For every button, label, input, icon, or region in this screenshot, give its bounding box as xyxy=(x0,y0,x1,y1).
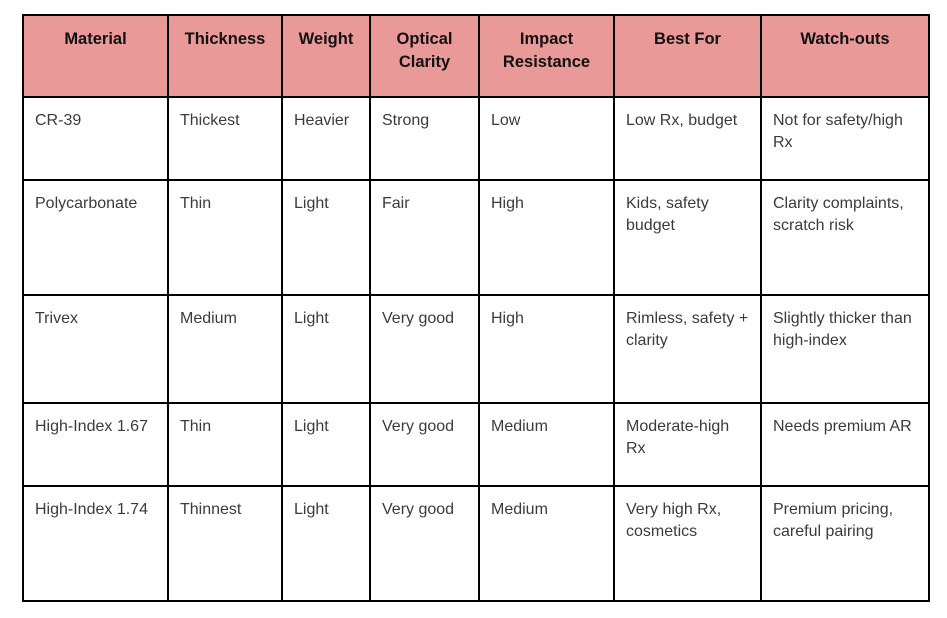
column-header-watch-outs: Watch-outs xyxy=(760,14,930,98)
table-cell: Not for safety/high Rx xyxy=(760,96,930,181)
column-header-material: Material xyxy=(22,14,169,98)
table-cell: High xyxy=(478,179,615,296)
table-cell: Rimless, safety + clarity xyxy=(613,294,762,404)
table-row-polycarbonate: Polycarbonate Thin Light Fair High Kids,… xyxy=(22,179,930,296)
table-cell: CR-39 xyxy=(22,96,169,181)
table-cell: Premium pricing, careful pairing xyxy=(760,485,930,602)
table-cell: High-Index 1.74 xyxy=(22,485,169,602)
table-cell: Medium xyxy=(478,402,615,487)
table-cell: Very good xyxy=(369,294,480,404)
table-cell: Very good xyxy=(369,402,480,487)
table-cell: Low Rx, budget xyxy=(613,96,762,181)
table-cell: Needs premium AR xyxy=(760,402,930,487)
table-cell: Medium xyxy=(478,485,615,602)
table-cell: Heavier xyxy=(281,96,371,181)
lens-material-comparison-table: Material Thickness Weight Optical Clarit… xyxy=(22,14,930,602)
table-cell: High-Index 1.67 xyxy=(22,402,169,487)
table-cell: Thin xyxy=(167,402,283,487)
table-cell: Very high Rx, cosmetics xyxy=(613,485,762,602)
table-cell: Kids, safety budget xyxy=(613,179,762,296)
table-cell: Clarity complaints, scratch risk xyxy=(760,179,930,296)
table-cell: Low xyxy=(478,96,615,181)
table-cell: High xyxy=(478,294,615,404)
table-cell: Thickest xyxy=(167,96,283,181)
table-cell: Light xyxy=(281,179,371,296)
table-cell: Light xyxy=(281,294,371,404)
column-header-impact-resistance: Impact Resistance xyxy=(478,14,615,98)
table-cell: Trivex xyxy=(22,294,169,404)
table-cell: Light xyxy=(281,402,371,487)
table-cell: Strong xyxy=(369,96,480,181)
table-cell: Medium xyxy=(167,294,283,404)
table-row-cr-39: CR-39 Thickest Heavier Strong Low Low Rx… xyxy=(22,96,930,181)
table-cell: Thin xyxy=(167,179,283,296)
table-row-trivex: Trivex Medium Light Very good High Rimle… xyxy=(22,294,930,404)
table-cell: Slightly thicker than high-index xyxy=(760,294,930,404)
column-header-weight: Weight xyxy=(281,14,371,98)
table-row-high-index-167: High-Index 1.67 Thin Light Very good Med… xyxy=(22,402,930,487)
table-cell: Thinnest xyxy=(167,485,283,602)
header-row: Material Thickness Weight Optical Clarit… xyxy=(22,14,930,98)
column-header-optical-clarity: Optical Clarity xyxy=(369,14,480,98)
column-header-best-for: Best For xyxy=(613,14,762,98)
table-cell: Very good xyxy=(369,485,480,602)
table-cell: Polycarbonate xyxy=(22,179,169,296)
column-header-thickness: Thickness xyxy=(167,14,283,98)
table-row-high-index-174: High-Index 1.74 Thinnest Light Very good… xyxy=(22,485,930,602)
table-cell: Fair xyxy=(369,179,480,296)
table-cell: Light xyxy=(281,485,371,602)
table-cell: Moderate-high Rx xyxy=(613,402,762,487)
